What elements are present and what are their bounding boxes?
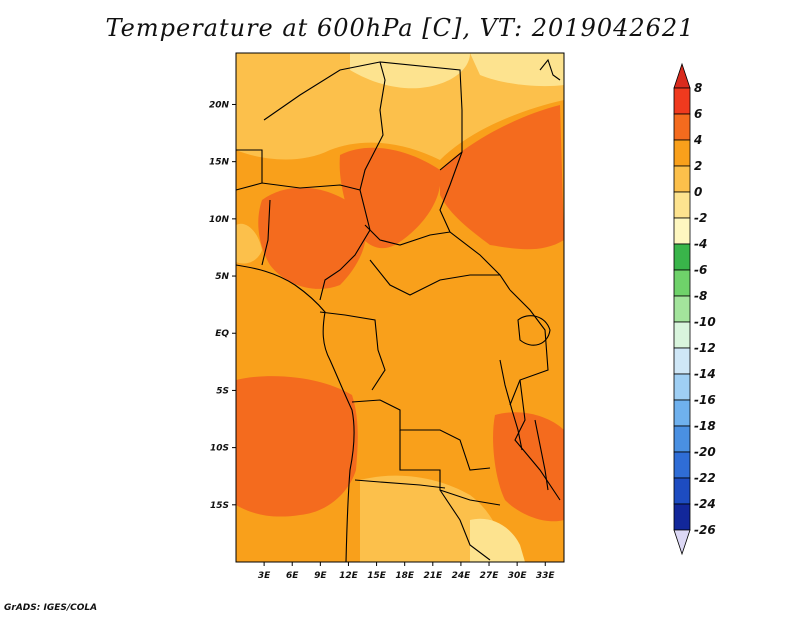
colorbar-level-label: -26 xyxy=(694,523,716,537)
warm-region-west-central xyxy=(236,376,358,517)
lake-malawi xyxy=(534,419,549,491)
y-tick-label: 15N xyxy=(209,158,230,168)
colorbar-swatch xyxy=(673,139,691,167)
colorbar-swatch xyxy=(673,165,691,193)
x-tick-label: 21E xyxy=(423,571,443,581)
lake-victoria xyxy=(517,315,551,346)
colorbar-swatch xyxy=(673,217,691,245)
colorbar-swatch xyxy=(673,347,691,375)
colorbar-level-label: -10 xyxy=(694,315,716,329)
border-congo xyxy=(319,311,386,391)
colorbar: 8 6 4 2 0 -2 -4 -6 -8 -10 -12 -14 -16 -18 -20 -22 -24 -26 xyxy=(673,62,716,556)
colorbar-level-label: -22 xyxy=(694,471,716,485)
x-tick-label: 27E xyxy=(480,571,500,581)
colorbar-swatch xyxy=(673,373,691,401)
colorbar-swatch xyxy=(673,477,691,505)
colorbar-level-label: -16 xyxy=(694,393,716,407)
colorbar-swatch xyxy=(673,113,691,141)
colorbar-swatch xyxy=(673,399,691,427)
colorbar-level-label: 4 xyxy=(693,133,702,147)
border-chad-car xyxy=(364,224,451,246)
colorbar-level-label: 2 xyxy=(694,159,702,173)
colorbar-level-label: -18 xyxy=(694,419,716,433)
colorbar-swatch xyxy=(673,87,691,115)
colorbar-level-label: -2 xyxy=(694,211,707,225)
lake-tanganyika xyxy=(499,359,523,451)
x-axis: 3E 6E 9E 12E 15E 18E 21E 24E 27E 30E 33E xyxy=(258,562,556,581)
warm-region-sahel-east xyxy=(440,105,564,250)
country-borders xyxy=(235,58,561,563)
y-tick-label: 5N xyxy=(215,272,229,282)
border-libya-egypt xyxy=(379,61,463,171)
border-west-2 xyxy=(261,199,271,266)
border-niger-nigeria xyxy=(235,182,361,191)
x-tick-label: 30E xyxy=(508,571,528,581)
y-axis: 20N 15N 10N 5N EQ 5S 10S 15S xyxy=(209,100,236,511)
temperature-field xyxy=(236,53,564,562)
x-tick-label: 6E xyxy=(286,571,299,581)
border-botswana xyxy=(439,489,491,561)
x-tick-label: 33E xyxy=(536,571,556,581)
x-tick-label: 9E xyxy=(314,571,327,581)
cool-region-coast xyxy=(236,223,262,264)
y-tick-label: EQ xyxy=(215,329,229,339)
colorbar-arrow-bottom xyxy=(673,529,691,556)
colorbar-level-label: 0 xyxy=(694,185,702,199)
colorbar-swatch xyxy=(673,295,691,323)
y-tick-label: 5S xyxy=(216,386,229,396)
coastline-west xyxy=(235,264,355,563)
x-tick-label: 18E xyxy=(395,571,415,581)
warm-region-nigeria xyxy=(258,187,367,289)
x-tick-label: 3E xyxy=(258,571,271,581)
colorbar-swatch xyxy=(673,425,691,453)
chart-title: Temperature at 600hPa [C], VT: 201904262… xyxy=(105,14,695,42)
x-tick-label: 15E xyxy=(367,571,387,581)
x-tick-label: 24E xyxy=(452,571,472,581)
colorbar-level-label: -24 xyxy=(694,497,716,511)
border-east-1 xyxy=(509,289,549,406)
y-tick-label: 10S xyxy=(210,444,229,454)
colorbar-swatch xyxy=(673,321,691,349)
cold-region-south xyxy=(470,518,525,562)
colorbar-level-label: -6 xyxy=(694,263,707,277)
cold-region-northeast xyxy=(470,53,564,87)
y-tick-label: 10N xyxy=(209,215,230,225)
colorbar-level-label: -8 xyxy=(694,289,707,303)
colorbar-swatch xyxy=(673,503,691,531)
border-namibia xyxy=(354,479,446,489)
colorbar-swatch xyxy=(673,243,691,271)
colorbar-arrow-top xyxy=(673,62,691,89)
map-frame xyxy=(235,52,565,563)
colorbar-level-label: -4 xyxy=(694,237,707,251)
colorbar-swatch xyxy=(673,451,691,479)
colorbar-level-label: 6 xyxy=(694,107,702,121)
x-tick-label: 12E xyxy=(339,571,359,581)
colorbar-swatch xyxy=(673,269,691,297)
border-drc-angola xyxy=(351,399,491,471)
y-tick-label: 15S xyxy=(210,501,229,511)
border-west-1 xyxy=(236,149,263,183)
credit-text: GrADS: IGES/COLA xyxy=(4,603,98,613)
y-tick-label: 20N xyxy=(209,100,230,110)
colorbar-swatch xyxy=(673,191,691,219)
colorbar-level-label: -12 xyxy=(694,341,716,355)
colorbar-level-label: -20 xyxy=(694,445,716,459)
cool-region-sahara xyxy=(236,53,564,160)
red-sea-coast xyxy=(539,58,561,81)
colorbar-level-label: 8 xyxy=(694,81,702,95)
border-cameroon xyxy=(319,189,371,301)
colorbar-level-label: -14 xyxy=(694,367,716,381)
warm-region-mozambique xyxy=(493,412,564,522)
border-angola-zambia xyxy=(399,430,501,506)
border-sahara xyxy=(263,61,386,191)
border-car-drc xyxy=(369,259,500,296)
